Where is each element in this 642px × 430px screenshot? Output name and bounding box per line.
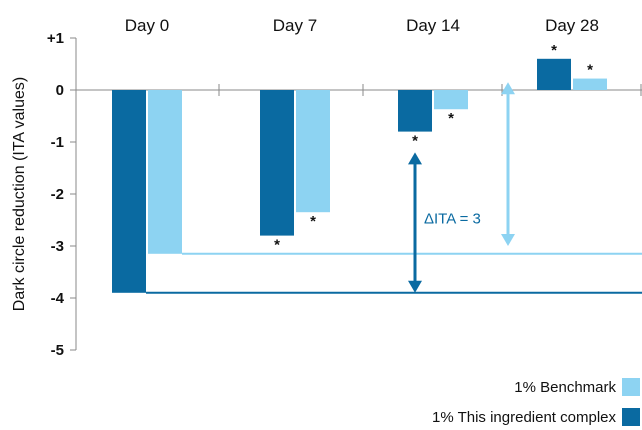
bar <box>537 58 571 90</box>
significance-marker: * <box>412 133 418 150</box>
legend-label-ingredient-complex: 1% This ingredient complex <box>432 408 616 426</box>
legend-item-ingredient-complex: 1% This ingredient complex <box>432 408 640 426</box>
y-tick-label: -4 <box>51 290 65 307</box>
y-tick-label: -3 <box>51 238 64 255</box>
y-tick-label: +1 <box>47 30 64 47</box>
category-label: Day 14 <box>406 16 460 35</box>
significance-marker: * <box>551 42 557 59</box>
delta-annotation-label: ΔITA = 3 <box>424 210 481 227</box>
y-tick-label: -1 <box>51 134 64 151</box>
category-label: Day 0 <box>125 16 169 35</box>
bar <box>434 90 468 110</box>
delta-arrow-head-down <box>408 280 422 293</box>
y-tick-label: -5 <box>51 342 64 359</box>
y-axis-title: Dark circle reduction (ITA values) <box>11 77 28 311</box>
bar <box>260 90 294 236</box>
bar <box>573 78 607 90</box>
significance-marker: * <box>587 62 593 79</box>
benchmark-delta-arrow-head-up <box>501 82 515 95</box>
bar <box>398 90 432 132</box>
delta-arrow-head-up <box>408 152 422 165</box>
significance-marker: * <box>310 213 316 230</box>
y-tick-label: 0 <box>56 82 64 99</box>
bar <box>112 90 146 293</box>
legend-label-benchmark: 1% Benchmark <box>514 378 616 396</box>
benchmark-delta-arrow-head-down <box>501 234 515 246</box>
significance-marker: * <box>448 110 454 127</box>
significance-marker: * <box>274 237 280 254</box>
bar <box>148 90 182 254</box>
legend-swatch-ingredient-complex <box>622 408 640 426</box>
category-label: Day 7 <box>273 16 317 35</box>
y-tick-label: -2 <box>51 186 64 203</box>
legend-item-benchmark: 1% Benchmark <box>514 378 640 396</box>
bar <box>296 90 330 213</box>
category-label: Day 28 <box>545 16 599 35</box>
legend-swatch-benchmark <box>622 378 640 396</box>
